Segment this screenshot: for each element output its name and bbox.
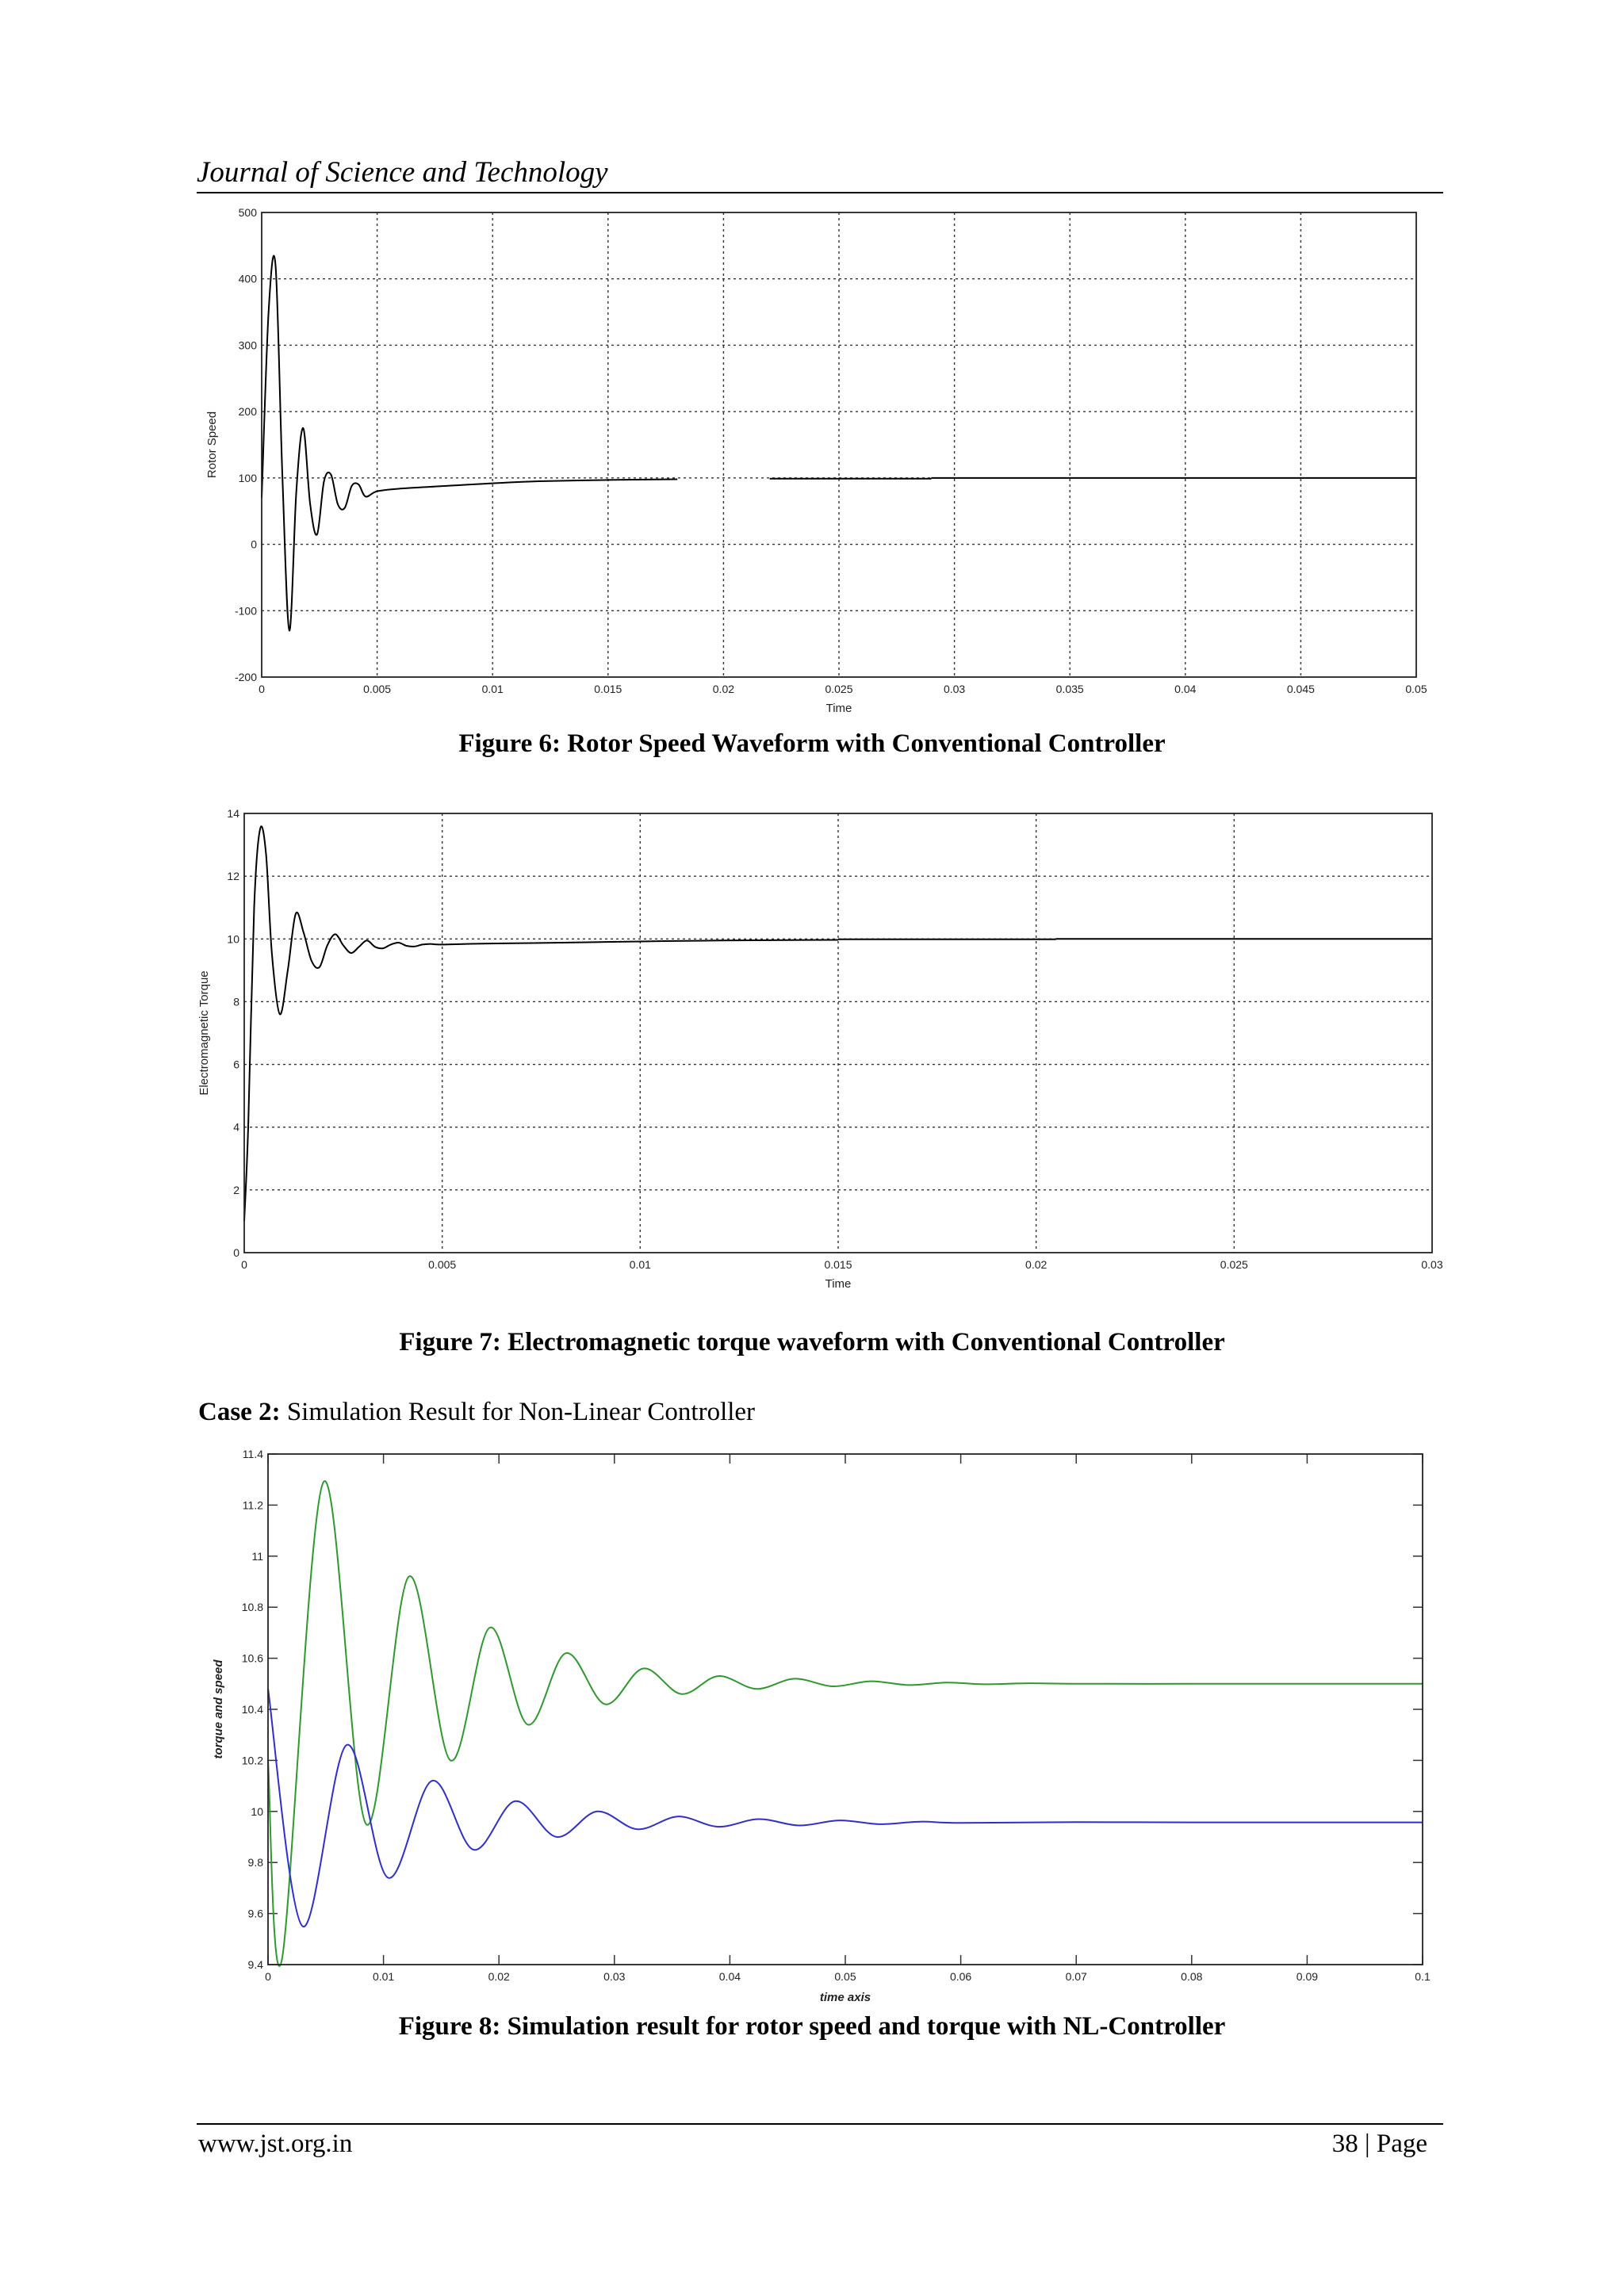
y-tick-label: 11 <box>251 1550 263 1563</box>
x-tick-label: 0.02 <box>488 1970 510 1983</box>
plot-frame <box>267 1453 1423 1965</box>
x-tick-label: 0.03 <box>1421 1258 1442 1271</box>
y-tick-label: 200 <box>239 405 258 418</box>
x-tick-label: 0.02 <box>713 683 734 695</box>
x-tick-label: 0.04 <box>719 1970 741 1983</box>
x-tick-label: 0.015 <box>824 1258 852 1271</box>
y-tick-label: 4 <box>233 1121 239 1134</box>
x-tick-label: 0.045 <box>1287 683 1315 695</box>
y-axis-label: torque and speed <box>212 1659 225 1759</box>
series-line-0 <box>267 1480 1423 1967</box>
y-tick-label: 10.6 <box>242 1652 263 1665</box>
x-tick-label: 0.025 <box>825 683 852 695</box>
y-tick-label: 8 <box>233 995 239 1008</box>
y-tick-label: 0 <box>233 1246 239 1259</box>
y-axis-label: Rotor Speed <box>205 411 219 478</box>
plot-frame <box>261 212 1417 678</box>
y-tick-label: 10.8 <box>242 1601 263 1613</box>
x-tick-label: 0 <box>241 1258 247 1271</box>
x-tick-label: 0.01 <box>630 1258 651 1271</box>
x-tick-label: 0.03 <box>944 683 965 695</box>
footer-page-number: 38 | Page <box>1331 2130 1427 2158</box>
figure-6-caption: Figure 6: Rotor Speed Waveform with Conv… <box>458 729 1166 758</box>
x-tick-label: 0.02 <box>1025 1258 1047 1271</box>
x-axis-label: time axis <box>820 1991 871 2004</box>
y-tick-label: 12 <box>227 870 239 882</box>
plot-frame <box>243 813 1433 1253</box>
x-tick-label: 0.1 <box>1415 1970 1431 1983</box>
x-tick-label: 0.05 <box>834 1970 856 1983</box>
x-tick-label: 0 <box>265 1970 271 1983</box>
y-tick-label: 400 <box>239 273 258 285</box>
x-tick-label: 0.05 <box>1405 683 1427 695</box>
y-tick-label: -200 <box>235 671 257 683</box>
x-tick-label: 0.005 <box>363 683 391 695</box>
y-tick-label: 2 <box>233 1184 239 1196</box>
case-heading: Case 2: Simulation Result for Non-Linear… <box>198 1398 755 1427</box>
y-tick-label: 6 <box>233 1058 239 1071</box>
x-tick-label: 0.005 <box>428 1258 456 1271</box>
footer-url: www.jst.org.in <box>198 2130 353 2158</box>
x-tick-label: 0.06 <box>950 1970 971 1983</box>
figure-8-caption: Figure 8: Simulation result for rotor sp… <box>398 2012 1226 2041</box>
series-line-0 <box>261 254 678 632</box>
y-tick-label: 9.8 <box>248 1856 264 1869</box>
y-tick-label: 10 <box>227 932 239 945</box>
x-axis-label: Time <box>826 702 852 715</box>
y-tick-label: 11.4 <box>243 1448 263 1460</box>
series-line-0 <box>243 825 839 1222</box>
case-text: Simulation Result for Non-Linear Control… <box>280 1398 756 1426</box>
y-tick-label: 9.4 <box>248 1958 264 1971</box>
y-tick-label: 10 <box>251 1805 263 1818</box>
y-tick-label: 14 <box>227 809 239 820</box>
x-tick-label: 0.07 <box>1066 1970 1087 1983</box>
x-tick-label: 0.015 <box>594 683 622 695</box>
y-tick-label: 10.4 <box>242 1703 263 1716</box>
y-tick-label: 0 <box>251 538 257 551</box>
y-tick-label: -100 <box>235 604 257 617</box>
y-tick-label: 9.6 <box>248 1908 264 1920</box>
y-tick-label: 300 <box>239 339 258 351</box>
series-line-1 <box>267 1689 1423 1927</box>
x-axis-label: Time <box>825 1277 852 1291</box>
y-tick-label: 100 <box>239 472 258 484</box>
x-tick-label: 0 <box>259 683 265 695</box>
figure-7-chart: 0 0.005 0.01 0.015 0.02 0.025 0.03 0 2 4 6 8 10 12 14 T… <box>197 809 1443 1291</box>
x-tick-label: 0.035 <box>1056 683 1084 695</box>
y-tick-label: 11.2 <box>243 1498 263 1511</box>
y-tick-label: 500 <box>239 208 258 219</box>
header-rule <box>197 192 1443 193</box>
y-tick-label: 10.2 <box>242 1754 263 1766</box>
figure-7-caption: Figure 7: Electromagnetic torque wavefor… <box>399 1328 1225 1357</box>
x-tick-label: 0.09 <box>1297 1970 1318 1983</box>
x-tick-label: 0.04 <box>1174 683 1196 695</box>
x-tick-label: 0.03 <box>603 1970 625 1983</box>
x-tick-label: 0.08 <box>1181 1970 1202 1983</box>
x-tick-label: 0.01 <box>373 1970 394 1983</box>
figure-6-chart: 0 0.005 0.01 0.015 0.02 0.025 0.03 0.035 0.04 0.0… <box>205 208 1427 715</box>
case-label: Case 2: <box>198 1398 281 1426</box>
x-tick-label: 0.025 <box>1220 1258 1248 1271</box>
figure-8-chart: 0 0.01 0.02 0.03 0.04 0.05 0.06 0.07 0.08 0.09 0.1… <box>212 1448 1431 2004</box>
x-tick-label: 0.01 <box>482 683 504 695</box>
journal-title: Journal of Science and Technology <box>197 156 608 189</box>
y-axis-label: Electromagnetic Torque <box>197 970 211 1095</box>
footer-rule <box>197 2123 1443 2125</box>
